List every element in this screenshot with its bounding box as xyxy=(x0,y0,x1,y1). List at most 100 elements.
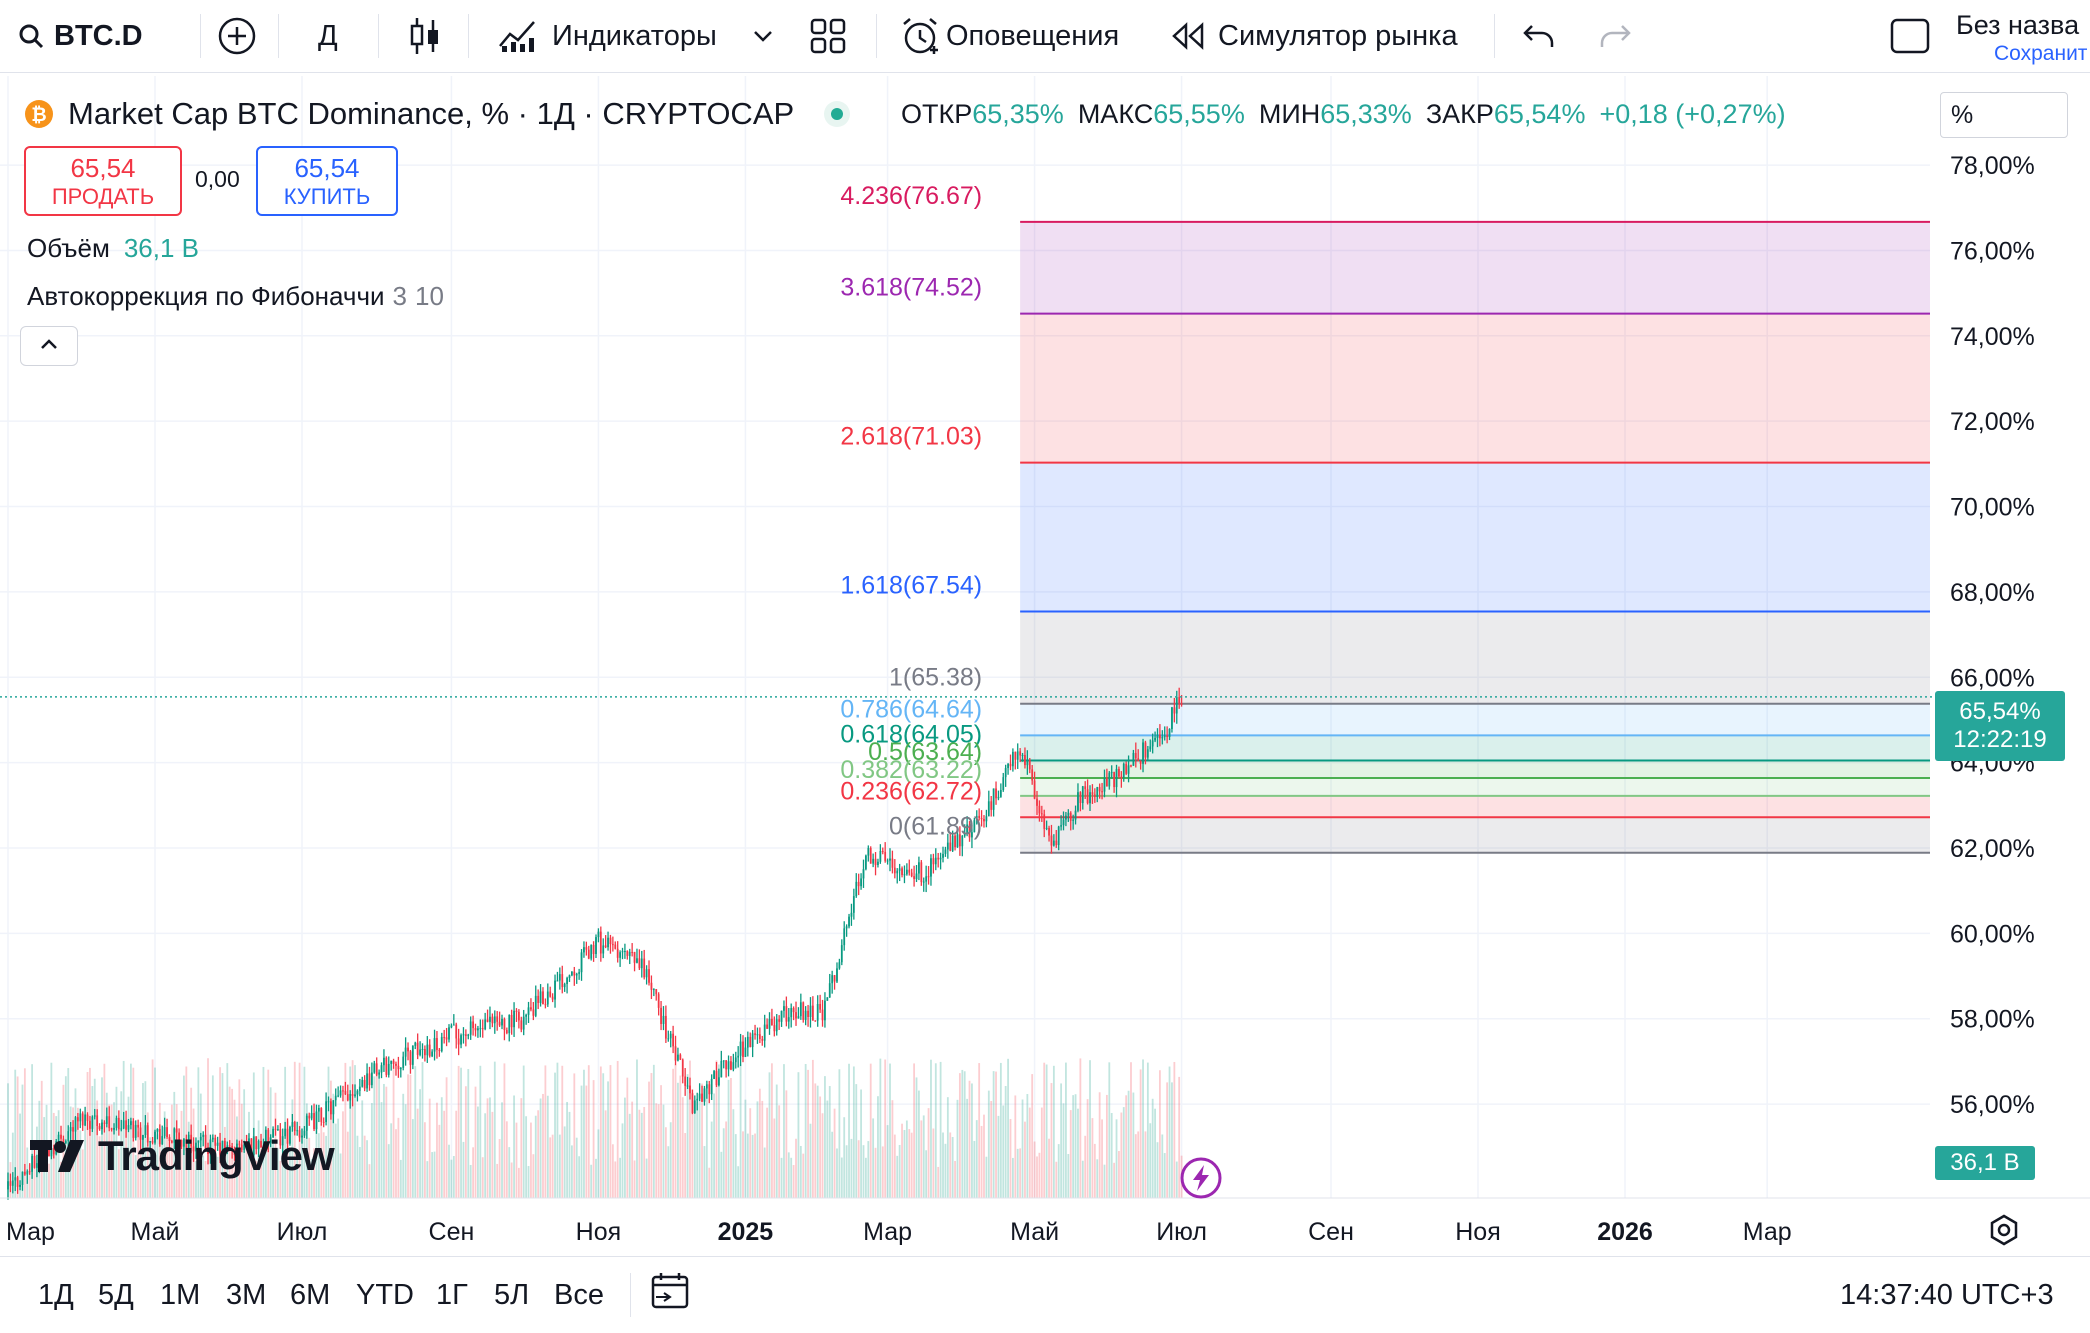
volume-bar xyxy=(313,1148,315,1198)
range-button[interactable]: YTD xyxy=(356,1278,414,1311)
candle-body xyxy=(117,1117,120,1130)
volume-bar xyxy=(1103,1164,1106,1198)
candle-body xyxy=(175,1128,178,1133)
candle-body xyxy=(409,1051,412,1065)
range-button[interactable]: 6М xyxy=(290,1278,331,1311)
volume-bar xyxy=(277,1148,279,1198)
candle-body xyxy=(98,1126,101,1130)
fib-level-label: 1(65.38) xyxy=(889,664,982,692)
candle-body xyxy=(1052,840,1055,846)
price-axis[interactable]: 78,00% 76,00% 74,00% 72,00% 70,00% 68,00% 66,0… xyxy=(1950,152,2035,1119)
candle-body xyxy=(1009,763,1012,767)
range-button[interactable]: 3М xyxy=(226,1278,267,1311)
price-tick: 74,00% xyxy=(1950,323,2035,351)
candle-body xyxy=(130,1121,132,1126)
volume-bar xyxy=(370,1103,373,1198)
indicators-button[interactable]: Индикаторы xyxy=(498,0,717,72)
volume-bar xyxy=(40,1080,43,1198)
volume-bar xyxy=(209,1141,212,1198)
range-button[interactable]: 5Д xyxy=(98,1278,134,1311)
volume-bar xyxy=(373,1076,376,1198)
range-button[interactable]: 1Г xyxy=(436,1278,468,1311)
calendar-icon xyxy=(650,1271,692,1319)
fib-study-legend[interactable]: Автокоррекция по Фибоначчи 3 10 xyxy=(27,276,444,316)
interval-button[interactable]: Д xyxy=(318,0,338,72)
price-chart[interactable]: 4.236(76.67) 3.618(74.52) 2.618(71.03) 1.61… xyxy=(0,76,2090,1256)
event-marker[interactable] xyxy=(1180,1157,1222,1204)
candle-body xyxy=(824,1000,826,1021)
layouts-button[interactable] xyxy=(810,0,846,72)
candle-body xyxy=(886,860,889,862)
range-button[interactable]: 1Д xyxy=(38,1278,74,1311)
volume-bar xyxy=(424,1122,426,1198)
volume-legend[interactable]: Объём 36,1 B xyxy=(27,228,199,268)
candle-body xyxy=(373,1063,376,1073)
candles-icon xyxy=(408,16,442,56)
scale-mode-box[interactable]: % xyxy=(1940,92,2068,138)
volume-bar xyxy=(667,1146,670,1198)
layout-name[interactable]: Без назва xyxy=(1956,10,2080,40)
volume-bar xyxy=(1130,1062,1132,1198)
range-button[interactable]: 5Л xyxy=(494,1278,530,1311)
compare-button[interactable] xyxy=(218,0,256,72)
open-value: 65,35% xyxy=(972,98,1064,129)
candle-body xyxy=(89,1120,91,1129)
volume-bar xyxy=(898,1144,901,1198)
candle-body xyxy=(537,995,540,1003)
volume-bar xyxy=(544,1065,547,1198)
volume-bar xyxy=(867,1141,870,1198)
volume-bar xyxy=(1137,1131,1140,1198)
clock[interactable]: 14:37:40 UTC+3 xyxy=(1840,1257,2054,1333)
collapse-legend-button[interactable] xyxy=(20,326,78,366)
alerts-button[interactable]: Оповещения xyxy=(900,0,1119,72)
candle-body xyxy=(1154,737,1156,741)
fib-zone xyxy=(1020,760,1930,778)
candle-body xyxy=(578,972,581,974)
volume-bar xyxy=(354,1065,356,1198)
chart-pane[interactable]: 4.236(76.67) 3.618(74.52) 2.618(71.03) 1.61… xyxy=(0,76,2090,1256)
candle-body xyxy=(370,1072,373,1086)
chart-settings-button[interactable] xyxy=(1988,1214,2020,1251)
range-button[interactable]: 1М xyxy=(160,1278,201,1311)
goto-date-button[interactable] xyxy=(650,1257,692,1333)
fib-zone xyxy=(1020,817,1930,853)
candle-body xyxy=(1004,768,1007,778)
fullscreen-button[interactable] xyxy=(1890,0,1930,72)
candle-body xyxy=(652,989,655,991)
candle-body xyxy=(1146,749,1149,758)
candle-body xyxy=(484,1019,487,1030)
candle-body xyxy=(749,1036,752,1048)
save-status[interactable]: Сохранит xyxy=(1994,42,2088,65)
volume-bar xyxy=(744,1099,747,1198)
symbol-legend[interactable]: ₿ Market Cap BTC Dominance, % · 1Д · CRY… xyxy=(24,94,852,134)
volume-bar xyxy=(127,1096,130,1198)
candle-body xyxy=(696,1098,699,1101)
volume-bar xyxy=(652,1064,655,1198)
volume-bar xyxy=(289,1151,291,1198)
indicators-dropdown[interactable] xyxy=(752,0,774,72)
candle-body xyxy=(1024,754,1026,766)
candle-body xyxy=(758,1034,761,1040)
candle-body xyxy=(686,1085,689,1087)
candle-body xyxy=(1120,776,1123,779)
chart-type-button[interactable] xyxy=(408,0,442,72)
replay-button[interactable]: Симулятор рынка xyxy=(1170,0,1458,72)
undo-button[interactable] xyxy=(1522,0,1556,72)
range-button[interactable]: Все xyxy=(554,1278,604,1311)
volume-bar xyxy=(503,1063,506,1198)
candle-body xyxy=(363,1079,366,1089)
volume-bar xyxy=(245,1134,248,1198)
candle-body xyxy=(477,1028,479,1031)
price-tick: 58,00% xyxy=(1950,1006,2035,1034)
candle-body xyxy=(503,1018,506,1031)
redo-button[interactable] xyxy=(1598,0,1632,72)
symbol-search[interactable]: BTC.D xyxy=(18,0,143,72)
interval-label: Д xyxy=(318,19,338,52)
sell-button[interactable]: 65,54 ПРОДАТЬ xyxy=(24,146,182,216)
time-axis[interactable]: Мар Май Июл Сен Ноя 2025 Мар Май Июл Сен Ноя 2026 Ма… xyxy=(0,1197,2090,1246)
candle-body xyxy=(173,1128,176,1143)
candle-body xyxy=(491,1016,494,1024)
buy-button[interactable]: 65,54 КУПИТЬ xyxy=(256,146,398,216)
volume-bar xyxy=(438,1124,441,1198)
candle-body xyxy=(262,1146,265,1148)
